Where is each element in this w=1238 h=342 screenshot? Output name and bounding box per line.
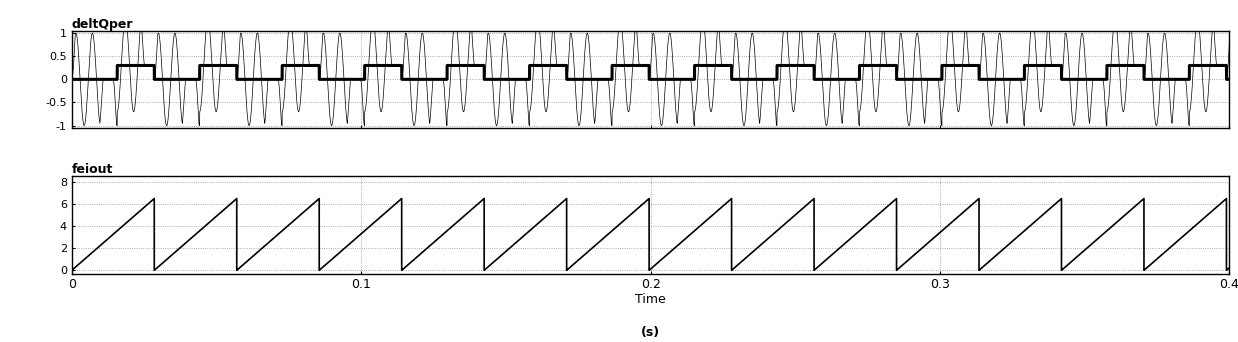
Text: (s): (s): [640, 326, 660, 339]
Text: feiout: feiout: [72, 163, 113, 176]
X-axis label: Time: Time: [635, 293, 666, 306]
Text: deltQper: deltQper: [72, 18, 134, 31]
